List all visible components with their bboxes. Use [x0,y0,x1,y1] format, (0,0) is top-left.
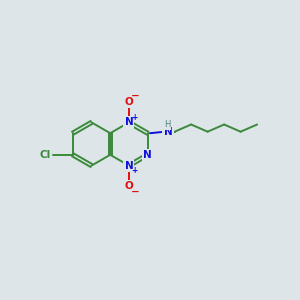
Text: O: O [124,97,133,107]
Text: +: + [131,166,138,175]
Text: N: N [124,117,133,128]
Text: −: − [131,187,140,197]
Text: H: H [164,120,171,129]
Text: N: N [124,160,133,171]
Text: Cl: Cl [40,150,51,160]
Text: O: O [124,181,133,191]
Text: N: N [164,127,172,137]
Text: N: N [143,150,152,160]
Text: −: − [131,91,140,101]
Text: +: + [131,113,138,122]
